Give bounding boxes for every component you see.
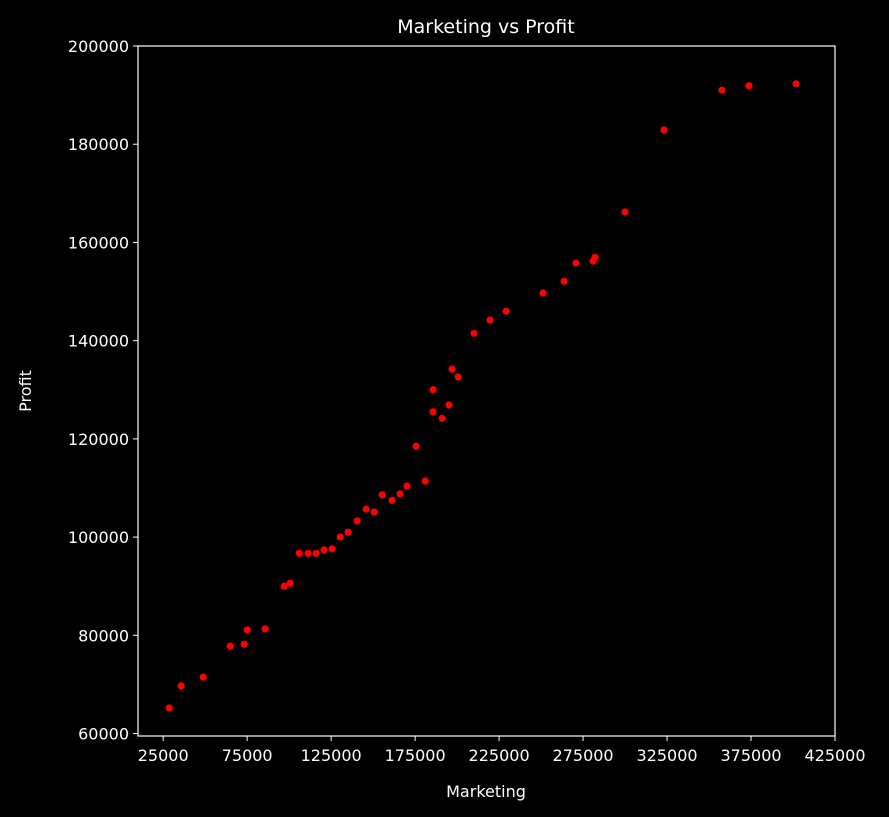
point [454,373,462,381]
point [502,307,510,315]
y-tick-label: 60000 [78,725,129,744]
point [378,491,386,499]
y-tick-label: 180000 [68,135,129,154]
point [470,329,478,337]
x-tick-label: 325000 [637,746,698,765]
y-tick-label: 80000 [78,626,129,645]
point [304,549,312,557]
y-axis-label: Profit [16,370,35,412]
point [448,365,456,373]
x-tick-label: 225000 [469,746,530,765]
y-tick-label: 200000 [68,37,129,56]
point [421,477,429,485]
point [240,640,248,648]
y-tick-label: 120000 [68,430,129,449]
point [286,579,294,587]
point [621,208,629,216]
point [745,82,753,90]
x-tick-label: 275000 [553,746,614,765]
point [177,682,185,690]
point [295,549,303,557]
y-tick-label: 100000 [68,528,129,547]
plot-area [137,45,836,737]
point [388,496,396,504]
point [660,126,668,134]
point [243,626,251,634]
point [572,259,580,267]
point [445,401,453,409]
chart-title: Marketing vs Profit [397,16,574,38]
point [591,253,599,261]
point [486,316,494,324]
x-tick-label: 75000 [222,746,273,765]
point [353,517,361,525]
point [199,673,207,681]
y-tick-label: 160000 [68,233,129,252]
point [792,80,800,88]
point [370,508,378,516]
point [344,528,352,536]
x-tick-label: 25000 [138,746,189,765]
x-tick-label: 175000 [385,746,446,765]
point [336,533,344,541]
point [328,545,336,553]
point [429,408,437,416]
point [539,289,547,297]
point [560,277,568,285]
point [412,442,420,450]
point [165,704,173,712]
y-tick-label: 140000 [68,332,129,351]
point [362,505,370,513]
point [718,86,726,94]
point [438,414,446,422]
point [312,549,320,557]
point [320,546,328,554]
x-axis-label: Marketing [446,782,526,801]
point [280,582,288,590]
x-tick-label: 125000 [301,746,362,765]
point [261,625,269,633]
point [226,642,234,650]
point [403,482,411,490]
point [429,386,437,394]
x-tick-label: 375000 [720,746,781,765]
point [396,490,404,498]
x-tick-label: 425000 [804,746,865,765]
